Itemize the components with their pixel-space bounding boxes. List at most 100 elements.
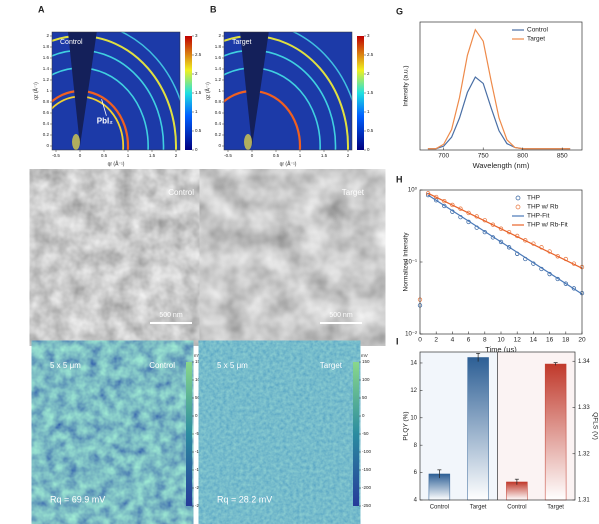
colorbar-tick-label: 100 (195, 377, 203, 382)
x-tick-label: Control (507, 505, 526, 511)
giwaxs-image (224, 32, 352, 150)
y-tick-label: 0 (46, 143, 49, 148)
y-tick-label: 1 (218, 88, 221, 93)
y-tick-label: 10⁻¹ (405, 260, 417, 266)
x-tick-label: 0 (418, 337, 422, 344)
colorbar-tick-label: 0.5 (195, 128, 202, 133)
x-tick-label: 850 (557, 153, 568, 160)
colorbar-tick-label: 2.5 (195, 52, 202, 57)
legend-label: THP w/ Rb (527, 204, 559, 211)
panel-letter: G (396, 6, 403, 16)
colorbar-tick-label: 3 (367, 33, 370, 38)
colorbar-tick-label: 50 (362, 395, 368, 400)
sample-label: Target (232, 39, 252, 46)
colorbar-tick-label: 2.5 (367, 52, 374, 57)
x-tick-label: 12 (514, 337, 522, 344)
panel-letter: H (396, 174, 403, 184)
annotation: PbI₂ (97, 116, 113, 125)
colorbar-tick-label: -100 (362, 449, 372, 454)
panel-letter: E (38, 346, 44, 356)
y-tick-label: 14 (410, 361, 417, 367)
kpfm-image (212, 356, 347, 510)
panel-letter: B (210, 4, 217, 14)
bar (467, 357, 489, 501)
y-tick-label: 1.6 (215, 55, 222, 60)
scan-size: 5 x 5 μm (50, 361, 81, 370)
y-axis-label: PLQY (%) (403, 411, 410, 440)
y-tick-label: 1 (46, 88, 49, 93)
kpfm-image (45, 356, 180, 510)
colorbar-tick-label: 0.5 (367, 128, 374, 133)
y-axis-label: qz (Å⁻¹) (32, 82, 39, 100)
y-tick-label: 1.2 (43, 77, 50, 82)
colorbar-tick-label: 3 (195, 33, 198, 38)
y-tick-label: 1.4 (215, 66, 222, 71)
x-tick-label: 800 (517, 153, 528, 160)
beam (244, 134, 252, 150)
plot-frame (419, 189, 583, 335)
y-tick-label: 10⁻² (405, 332, 417, 338)
y-tick-label: 0.2 (43, 132, 50, 137)
x-tick-label: Control (430, 505, 449, 511)
colorbar-tick-label: 1.5 (195, 90, 202, 95)
y-tick-label: 1.2 (215, 77, 222, 82)
y-tick-label: 10 (410, 415, 417, 421)
y-tick-label: 8 (414, 443, 418, 449)
data-point (466, 210, 471, 216)
colorbar-tick-label: -150 (195, 467, 205, 472)
sample-label: Target (320, 361, 343, 370)
sample-label: Control (149, 361, 175, 370)
plot-frame (419, 21, 583, 151)
sample-label: Target (342, 188, 365, 197)
y-tick-label: 0 (218, 143, 221, 148)
plot-frame (419, 351, 576, 501)
data-point (498, 226, 504, 231)
panel-letter: I (396, 336, 399, 346)
series-line (427, 76, 571, 150)
colorbar-tick-label: 2 (367, 71, 370, 76)
colorbar-tick-label: 1 (195, 109, 198, 114)
panel-letter: F (205, 346, 211, 356)
x-tick-label: 1.5 (149, 153, 156, 158)
x-tick-label: 0.5 (101, 153, 108, 158)
data-point (555, 254, 560, 259)
x-tick-label: 1 (299, 153, 302, 158)
colorbar-tick-label: 100 (362, 377, 370, 382)
y-tick-label: 0.4 (43, 121, 50, 126)
colorbar-tick-label: -200 (195, 485, 205, 490)
colorbar-tick-label: -100 (195, 449, 205, 454)
y-tick-label: 4 (414, 498, 418, 504)
x-axis-label: qr (Å⁻¹) (108, 160, 125, 167)
legend-marker (515, 195, 521, 201)
y-tick-label: 2 (218, 33, 221, 38)
panel-letter: C (38, 175, 45, 185)
y-tick-label: 0.8 (215, 99, 222, 104)
x-tick-label: 1 (127, 153, 130, 158)
x-tick-label: 6 (467, 337, 471, 344)
x-tick-label: 2 (175, 153, 178, 158)
y-axis-label: QFLS (V) (591, 412, 598, 439)
sem-image (45, 184, 200, 331)
x-tick-label: 18 (562, 337, 570, 344)
y-tick-label: 2 (46, 33, 49, 38)
roughness: Rq = 69.9 mV (50, 494, 105, 504)
panel-letter: D (208, 175, 215, 185)
x-tick-label: -0.5 (224, 153, 232, 158)
y-tick-label: 1.32 (578, 451, 590, 457)
colorbar-tick-label: 0 (367, 147, 370, 152)
data-point (442, 199, 447, 204)
y-tick-label: 1.4 (43, 66, 50, 71)
x-tick-label: 700 (438, 153, 449, 160)
colorbar-tick-label: 1 (367, 109, 370, 114)
giwaxs-image (52, 32, 180, 150)
colorbar-tick-label: 50 (195, 395, 201, 400)
data-point (571, 286, 577, 291)
colorbar-tick-label: 1.5 (367, 90, 374, 95)
x-tick-label: -0.5 (52, 153, 60, 158)
data-point (425, 192, 431, 198)
colorbar-tick-label: -200 (362, 485, 372, 490)
y-axis-label: Intensity (a.u.) (403, 65, 410, 106)
x-axis-label: Time (μs) (485, 345, 517, 354)
x-tick-label: 20 (578, 337, 586, 344)
colorbar (186, 362, 192, 506)
